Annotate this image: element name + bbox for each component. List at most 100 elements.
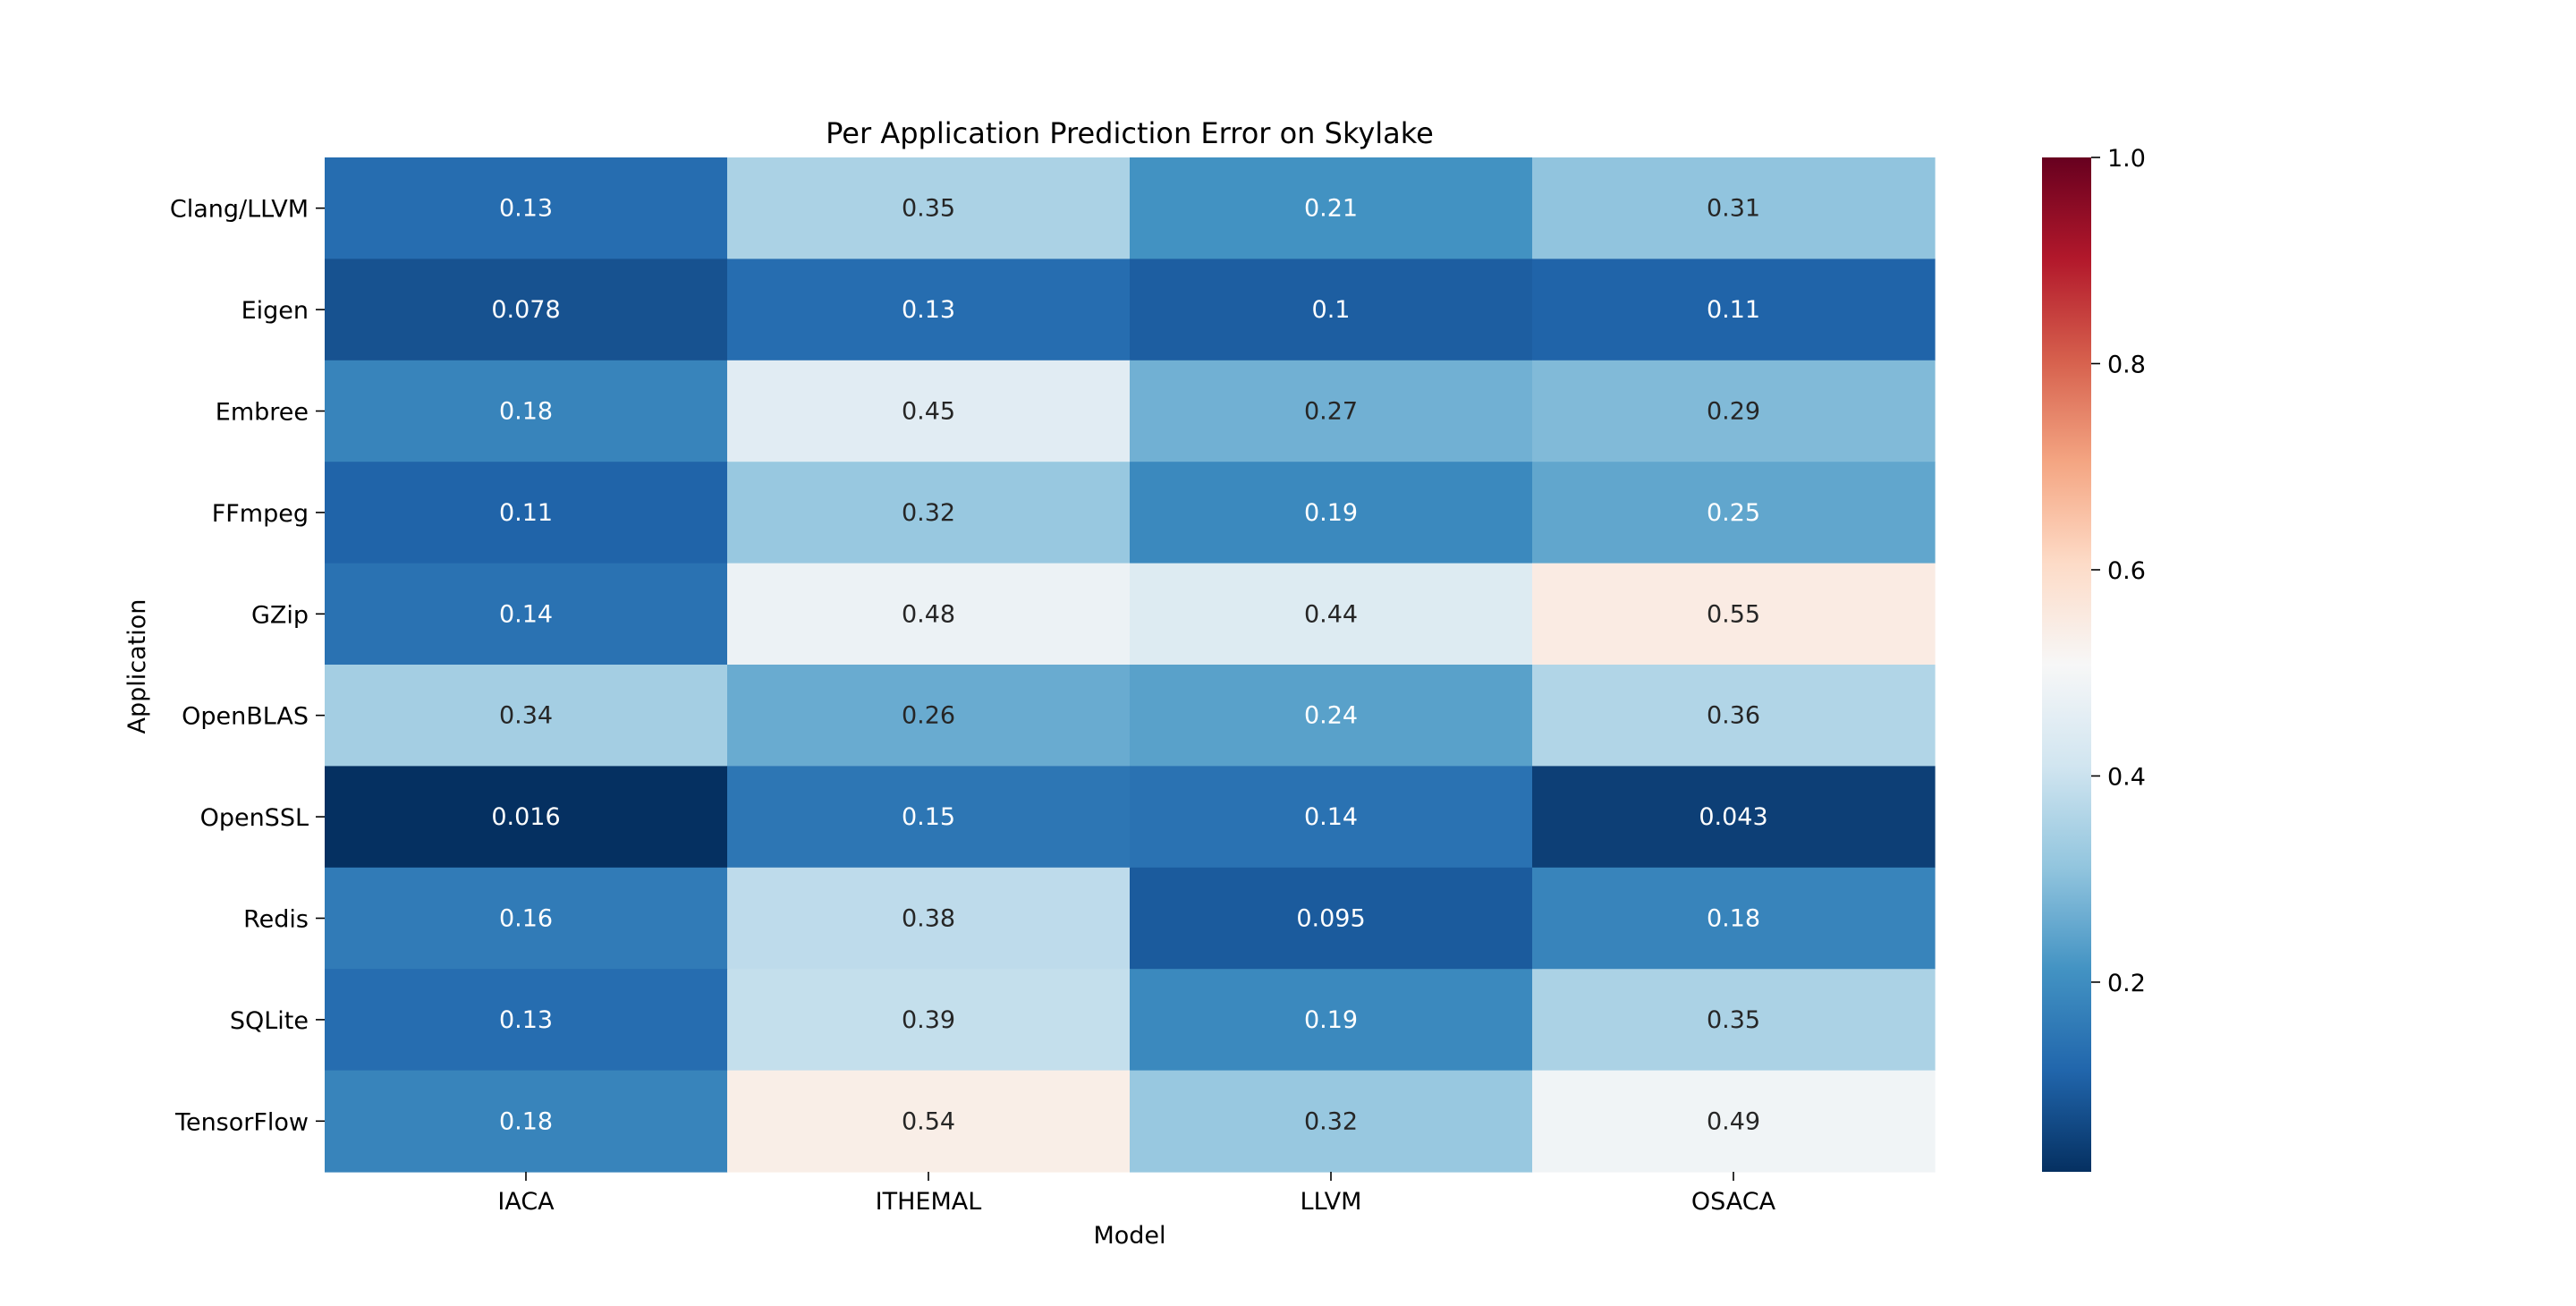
y-axis-label: Application [123,599,151,734]
y-tick-label: GZip [251,601,309,629]
colorbar-tick-label: 0.6 [2107,557,2146,585]
cell-value-label: 0.13 [499,195,553,223]
cell-value-label: 0.24 [1304,702,1358,730]
cell-value-label: 0.13 [499,1006,553,1034]
heatmap-cell [1130,360,1533,462]
heatmap-cell [727,1070,1131,1173]
cell-value-label: 0.38 [902,905,955,933]
heatmap-cell [325,867,728,970]
cell-value-label: 0.095 [1296,905,1365,933]
cell-value-label: 0.49 [1707,1107,1760,1135]
cell-value-label: 0.21 [1304,195,1358,223]
heatmap-cell [1130,462,1533,564]
heatmap-cell [1532,563,1936,666]
x-tick-labels: IACA ITHEMAL LLVM OSACA [497,1172,1776,1216]
x-tick-label: IACA [497,1188,555,1216]
y-tick-label: TensorFlow [174,1108,309,1136]
heatmap-cell [1130,867,1533,970]
y-tick-label: SQLite [230,1007,309,1035]
x-tick-label: LLVM [1301,1188,1362,1216]
y-tick-label: Eigen [242,297,309,325]
cell-value-label: 0.15 [902,803,955,831]
cell-value-label: 0.19 [1304,1006,1358,1034]
colorbar-tick-label: 0.2 [2107,970,2146,997]
heatmap-cell [727,969,1131,1072]
cell-value-label: 0.043 [1699,803,1767,831]
heatmap-cell [1532,360,1936,462]
heatmap-cell [727,665,1131,767]
heatmap-cells: 0.13 0.35 0.21 0.31 0.078 0.13 0.1 0.11 0.18 0.45… [325,157,1936,1173]
colorbar-tick-label: 1.0 [2107,145,2146,173]
cell-value-label: 0.35 [1707,1006,1760,1034]
chart-title: Per Application Prediction Error on Skyl… [826,116,1434,150]
cell-value-label: 0.11 [499,499,553,527]
cell-value-label: 0.078 [491,296,560,324]
y-tick-label: Redis [243,906,309,934]
heatmap-cell [1130,766,1533,869]
cell-value-label: 0.016 [491,803,560,831]
heatmap-cell [1532,766,1936,869]
cell-value-label: 0.34 [499,702,553,730]
cell-value-label: 0.55 [1707,600,1760,628]
heatmap-cell [325,1070,728,1173]
y-tick-label: OpenBLAS [182,703,309,731]
heatmap-cell [325,360,728,462]
colorbar-tick-label: 0.4 [2107,763,2146,791]
y-tick-label: Clang/LLVM [170,196,309,224]
heatmap-cell [727,259,1131,361]
cell-value-label: 0.13 [902,296,955,324]
colorbar-ticks: 0.2 0.4 0.6 0.8 1.0 [2091,145,2146,997]
cell-value-label: 0.16 [499,905,553,933]
y-tick-label: Embree [216,399,309,427]
cell-value-label: 0.36 [1707,702,1760,730]
cell-value-label: 0.1 [1312,296,1351,324]
cell-value-label: 0.45 [902,398,955,426]
colorbar [2042,157,2091,1172]
x-tick-label: ITHEMAL [876,1188,982,1216]
colorbar-tick-label: 0.8 [2107,351,2146,378]
heatmap-cell [727,462,1131,564]
cell-value-label: 0.14 [1304,803,1358,831]
heatmap-cell [1130,157,1533,259]
heatmap-cell [325,259,728,361]
cell-value-label: 0.54 [902,1107,955,1135]
heatmap-cell [325,766,728,869]
heatmap-cell [1532,1070,1936,1173]
heatmap-cell [1130,969,1533,1072]
heatmap-cell [325,563,728,666]
heatmap-cell [727,766,1131,869]
y-tick-label: OpenSSL [200,804,309,832]
heatmap-cell [1532,969,1936,1072]
heatmap-cell [325,462,728,564]
cell-value-label: 0.26 [902,702,955,730]
cell-value-label: 0.18 [499,1107,553,1135]
heatmap-cell [1130,665,1533,767]
heatmap-cell [727,360,1131,462]
x-axis-label: Model [1093,1222,1165,1250]
cell-value-label: 0.32 [1304,1107,1358,1135]
cell-value-label: 0.27 [1304,398,1358,426]
heatmap-cell [727,867,1131,970]
heatmap-cell [1532,867,1936,970]
heatmap-cell [1130,1070,1533,1173]
heatmap-cell [325,665,728,767]
cell-value-label: 0.48 [902,600,955,628]
x-tick-label: OSACA [1691,1188,1776,1216]
cell-value-label: 0.35 [902,195,955,223]
cell-value-label: 0.19 [1304,499,1358,527]
heatmap-cell [1532,259,1936,361]
heatmap-cell [325,969,728,1072]
cell-value-label: 0.31 [1707,195,1760,223]
y-tick-labels: Clang/LLVM Eigen Embree FFmpeg GZip OpenBLAS O… [170,196,325,1136]
cell-value-label: 0.39 [902,1006,955,1034]
heatmap-cell [1532,665,1936,767]
heatmap-cell [727,563,1131,666]
heatmap-cell [1532,157,1936,259]
heatmap-cell [1130,563,1533,666]
heatmap-cell [727,157,1131,259]
cell-value-label: 0.32 [902,499,955,527]
cell-value-label: 0.44 [1304,600,1358,628]
cell-value-label: 0.14 [499,600,553,628]
y-tick-label: FFmpeg [212,500,309,528]
